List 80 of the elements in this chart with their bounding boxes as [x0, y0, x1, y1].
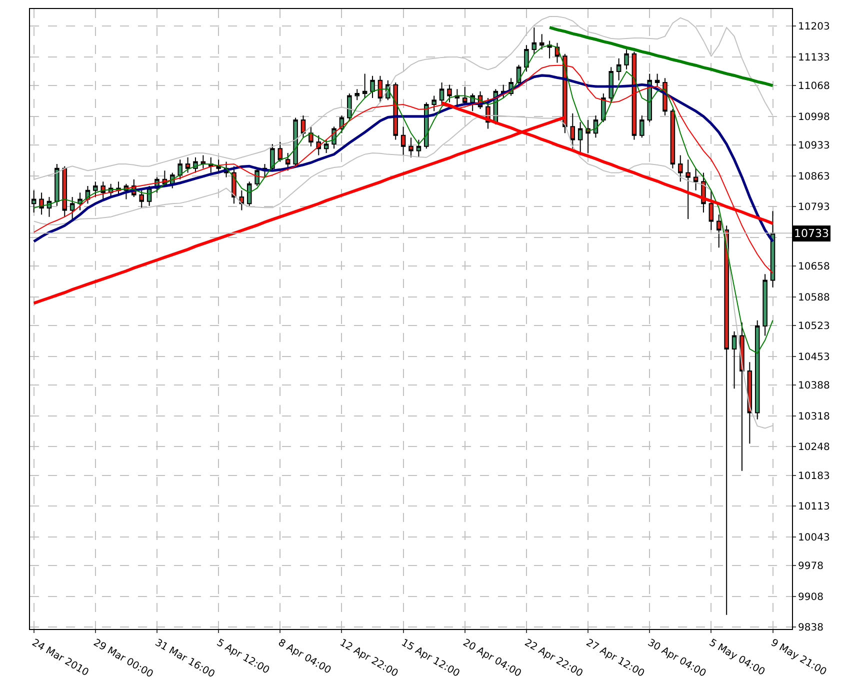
candlestick	[754, 320, 760, 420]
candlestick	[393, 82, 398, 140]
candlestick	[70, 196, 75, 222]
candlestick	[39, 192, 44, 216]
y-tick-label: 10523	[798, 321, 830, 332]
candlestick	[686, 159, 690, 220]
candlestick	[640, 115, 644, 138]
candlestick	[78, 192, 82, 211]
y-tick-label: 10658	[798, 262, 830, 273]
y-tick-label: 11203	[798, 22, 830, 33]
candlestick	[178, 159, 182, 180]
y-tick-label: 10933	[798, 140, 830, 152]
candlestick	[732, 330, 737, 390]
candlestick	[93, 181, 98, 198]
candlestick	[747, 362, 752, 444]
y-tick-label: 10318	[798, 411, 830, 422]
candlestick	[447, 84, 452, 103]
candlestick	[246, 181, 252, 206]
candlestick	[354, 88, 360, 101]
candlestick	[370, 75, 375, 98]
y-tick-label: 9908	[798, 592, 824, 603]
candlestick	[139, 190, 144, 209]
candlestick	[693, 168, 698, 191]
candlestick	[300, 115, 306, 138]
candlestick	[270, 144, 275, 172]
candlestick	[216, 159, 221, 174]
y-tick-label: 10183	[798, 470, 830, 482]
candlestick	[532, 26, 537, 54]
y-tick-label: 9978	[798, 561, 824, 572]
candlestick	[308, 126, 314, 147]
candlestick	[278, 141, 283, 162]
candlestick	[285, 152, 290, 172]
candlestick	[624, 49, 629, 70]
y-tick-label: 11068	[798, 81, 830, 92]
candlestick	[324, 139, 329, 154]
candlestick	[239, 190, 244, 211]
candlestick	[432, 95, 436, 112]
y-tick-label: 10043	[798, 532, 830, 544]
y-tick-label: 10998	[798, 112, 830, 123]
y-tick-label: 9838	[798, 622, 824, 634]
candlestick	[62, 166, 68, 218]
candlestick	[539, 34, 544, 50]
candlestick	[293, 117, 298, 167]
y-tick-label: 10863	[798, 171, 830, 182]
y-tick-label: 10453	[798, 352, 830, 363]
candlestick	[347, 93, 352, 120]
candlestick	[770, 210, 776, 288]
candlestick	[362, 73, 368, 98]
candlestick	[716, 214, 722, 248]
candlestick	[462, 86, 468, 106]
candlestick	[54, 164, 60, 206]
candlestick	[616, 58, 622, 81]
candlestick	[200, 154, 206, 169]
line-series	[32, 74, 774, 243]
y-tick-label: 10248	[798, 442, 830, 454]
y-tick-label: 10588	[798, 292, 830, 304]
line-series	[33, 64, 774, 274]
candlestick	[185, 156, 190, 174]
candlestick	[254, 168, 260, 187]
y-tick-label: 10793	[798, 202, 830, 214]
candlestick	[724, 225, 729, 616]
candlestick	[678, 154, 683, 182]
candlestick	[762, 274, 768, 336]
candlestick	[408, 137, 414, 158]
y-tick-label: 10113	[798, 502, 830, 513]
candlestick	[708, 190, 714, 231]
candlestick	[670, 108, 676, 169]
candlestick	[400, 126, 406, 156]
y-tick-label: 11133	[798, 52, 830, 64]
line-series	[33, 44, 774, 354]
candlestick	[740, 322, 744, 472]
candlestick	[378, 75, 383, 103]
candlestick	[654, 73, 660, 88]
candlestick	[416, 139, 422, 158]
candlestick	[570, 112, 576, 150]
line-series	[548, 26, 774, 88]
candlestick	[524, 44, 529, 72]
candlestick	[439, 82, 444, 106]
y-tick-label: 10388	[798, 380, 830, 392]
ref-line-label: 10733	[794, 227, 829, 240]
